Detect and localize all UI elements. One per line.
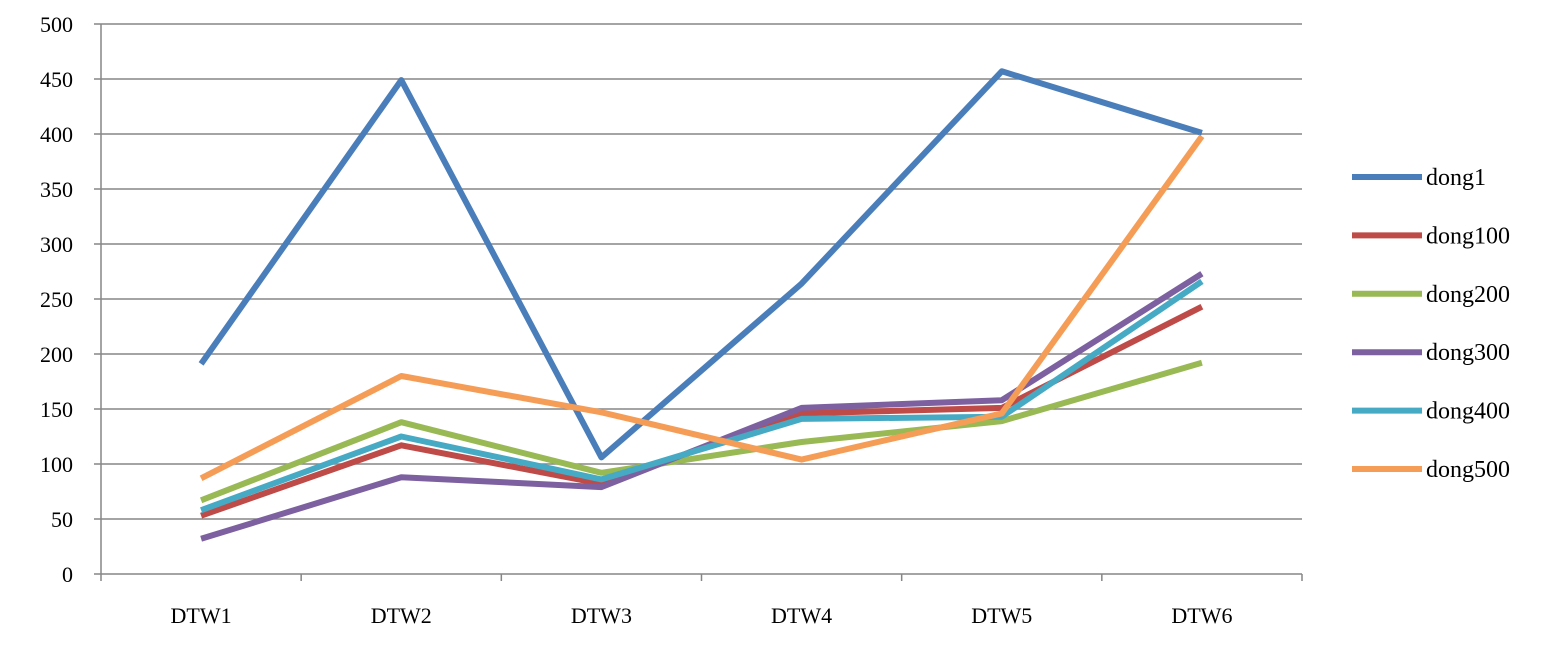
y-tick-label: 350 — [40, 177, 73, 202]
legend-label-dong500: dong500 — [1426, 457, 1510, 483]
legend-label-dong100: dong100 — [1426, 223, 1510, 249]
y-tick-label: 300 — [40, 232, 73, 257]
legend-label-dong200: dong200 — [1426, 282, 1510, 308]
x-tick-label: DTW5 — [971, 603, 1032, 628]
y-tick-label: 500 — [40, 12, 73, 37]
series-line-dong400 — [200, 278, 1204, 514]
x-tick-label: DTW2 — [371, 603, 432, 628]
x-axis-tick-labels: DTW1 DTW2 DTW3 DTW4 DTW5 DTW6 — [171, 603, 1233, 628]
series-line-dong1 — [198, 68, 1203, 461]
legend-label-dong400: dong400 — [1426, 399, 1510, 425]
legend: dong1 dong100 dong200 dong300 dong400 dong500 — [1352, 165, 1510, 483]
y-tick-label: 400 — [40, 122, 73, 147]
y-tick-label: 150 — [40, 397, 73, 422]
x-tick-label: DTW1 — [171, 603, 232, 628]
series-line-dong200 — [200, 359, 1203, 504]
series-lines — [198, 68, 1205, 542]
series-line-dong500 — [199, 134, 1205, 481]
x-tick-label: DTW6 — [1171, 603, 1232, 628]
axes — [94, 23, 1303, 581]
x-tick-label: DTW3 — [571, 603, 632, 628]
y-tick-label: 250 — [40, 287, 73, 312]
x-tick-label: DTW4 — [771, 603, 832, 628]
legend-label-dong1: dong1 — [1426, 165, 1486, 191]
y-tick-label: 50 — [51, 507, 73, 532]
y-tick-label: 450 — [40, 67, 73, 92]
y-tick-label: 0 — [62, 562, 73, 587]
y-axis-tick-labels: 0 50 100 150 200 250 300 350 400 450 500 — [40, 12, 73, 587]
y-tick-label: 200 — [40, 342, 73, 367]
series-line-dong100 — [200, 304, 1204, 519]
legend-label-dong300: dong300 — [1426, 340, 1510, 366]
y-tick-label: 100 — [40, 452, 73, 477]
